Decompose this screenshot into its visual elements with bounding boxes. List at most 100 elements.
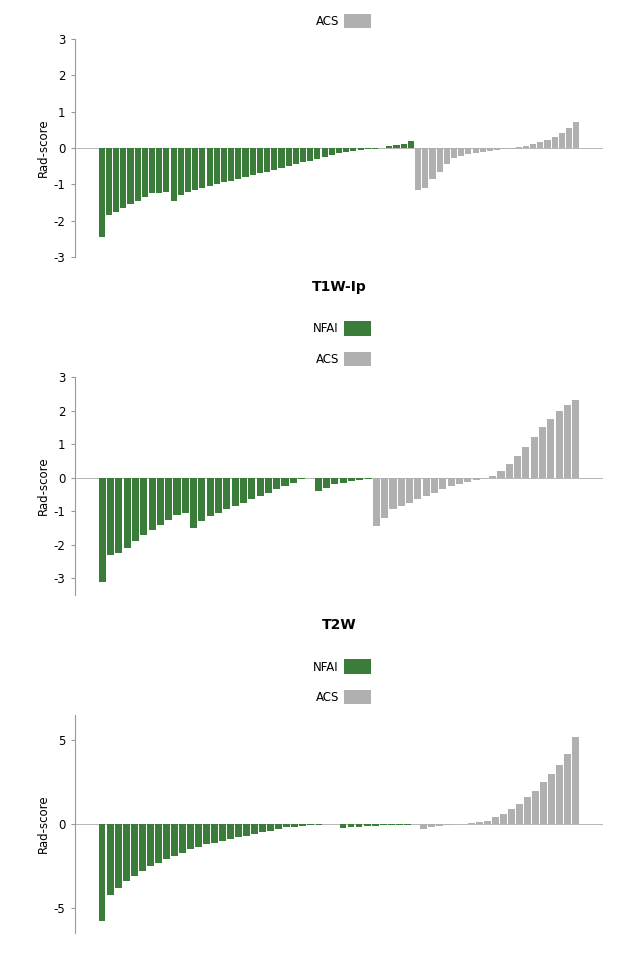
Bar — [249, 148, 256, 175]
Bar — [315, 477, 322, 491]
Bar — [340, 824, 346, 828]
Bar — [163, 824, 170, 859]
Bar — [547, 419, 554, 477]
Bar — [552, 137, 558, 148]
Bar — [142, 148, 148, 197]
Bar — [298, 477, 305, 479]
Bar — [564, 753, 571, 824]
FancyBboxPatch shape — [345, 14, 371, 28]
Bar — [124, 477, 131, 548]
FancyBboxPatch shape — [345, 659, 371, 674]
Bar — [170, 148, 177, 200]
Bar — [451, 148, 457, 158]
Bar — [178, 148, 184, 195]
Bar — [179, 824, 186, 852]
Bar — [380, 824, 386, 825]
Bar — [356, 824, 363, 826]
Bar — [522, 447, 529, 477]
Bar — [267, 824, 274, 831]
Bar — [165, 477, 172, 520]
Bar — [572, 400, 579, 477]
Bar — [235, 148, 241, 179]
Bar — [284, 824, 290, 827]
Bar — [203, 824, 210, 845]
Bar — [506, 465, 513, 477]
Bar — [420, 824, 427, 829]
Bar — [559, 133, 565, 148]
Bar — [187, 824, 194, 850]
Bar — [414, 477, 422, 500]
Bar — [401, 144, 407, 148]
Bar — [228, 148, 234, 181]
FancyBboxPatch shape — [345, 690, 371, 704]
Bar — [174, 477, 180, 514]
Bar — [115, 477, 123, 553]
Bar — [348, 477, 355, 481]
Bar — [293, 148, 299, 164]
Bar — [492, 817, 499, 824]
Bar — [332, 477, 338, 484]
Bar — [107, 477, 114, 555]
Bar — [494, 148, 500, 150]
Bar — [132, 477, 139, 541]
Bar — [539, 428, 546, 477]
Bar — [256, 477, 264, 496]
Bar — [231, 477, 239, 506]
Bar — [364, 824, 371, 826]
Bar — [195, 824, 202, 847]
Text: ACS: ACS — [315, 353, 339, 366]
Bar — [259, 824, 266, 832]
Bar — [500, 814, 507, 824]
Bar — [448, 477, 455, 486]
Bar — [107, 824, 114, 894]
Bar — [99, 477, 106, 581]
Bar — [221, 148, 227, 183]
Bar — [508, 809, 515, 824]
Bar — [348, 824, 355, 827]
Bar — [465, 148, 471, 155]
Bar — [436, 824, 443, 826]
Bar — [573, 122, 579, 148]
Bar — [323, 477, 330, 488]
Bar — [264, 148, 270, 172]
Bar — [532, 790, 539, 824]
Y-axis label: Rad-score: Rad-score — [37, 795, 50, 853]
Bar — [501, 148, 508, 150]
Text: ACS: ACS — [315, 15, 339, 28]
Bar — [240, 477, 247, 503]
Bar — [157, 477, 164, 525]
Bar — [219, 824, 226, 841]
Bar — [473, 477, 480, 479]
Bar — [473, 148, 479, 153]
Bar — [113, 148, 119, 212]
Bar — [386, 146, 392, 148]
Bar — [431, 477, 438, 493]
Bar — [372, 824, 379, 825]
Bar — [531, 437, 538, 477]
Bar — [223, 477, 230, 509]
Bar — [271, 148, 277, 170]
Bar — [199, 148, 205, 188]
Bar — [429, 148, 435, 179]
Bar — [251, 824, 258, 834]
Bar — [265, 477, 272, 493]
Bar — [123, 824, 129, 881]
Bar — [498, 470, 504, 477]
Bar — [207, 148, 213, 186]
Bar — [484, 820, 491, 824]
Bar — [364, 148, 371, 149]
Bar — [207, 477, 214, 516]
Bar — [155, 824, 162, 863]
Bar — [422, 148, 429, 188]
Bar — [356, 477, 363, 480]
Text: NFAI: NFAI — [313, 323, 339, 335]
Bar — [350, 148, 356, 151]
Text: NFAI: NFAI — [313, 661, 339, 674]
Bar — [114, 824, 121, 887]
Bar — [464, 477, 471, 482]
Bar — [489, 476, 496, 477]
Bar — [456, 477, 463, 484]
Bar — [299, 824, 306, 826]
Bar — [140, 477, 147, 535]
Bar — [273, 477, 280, 489]
